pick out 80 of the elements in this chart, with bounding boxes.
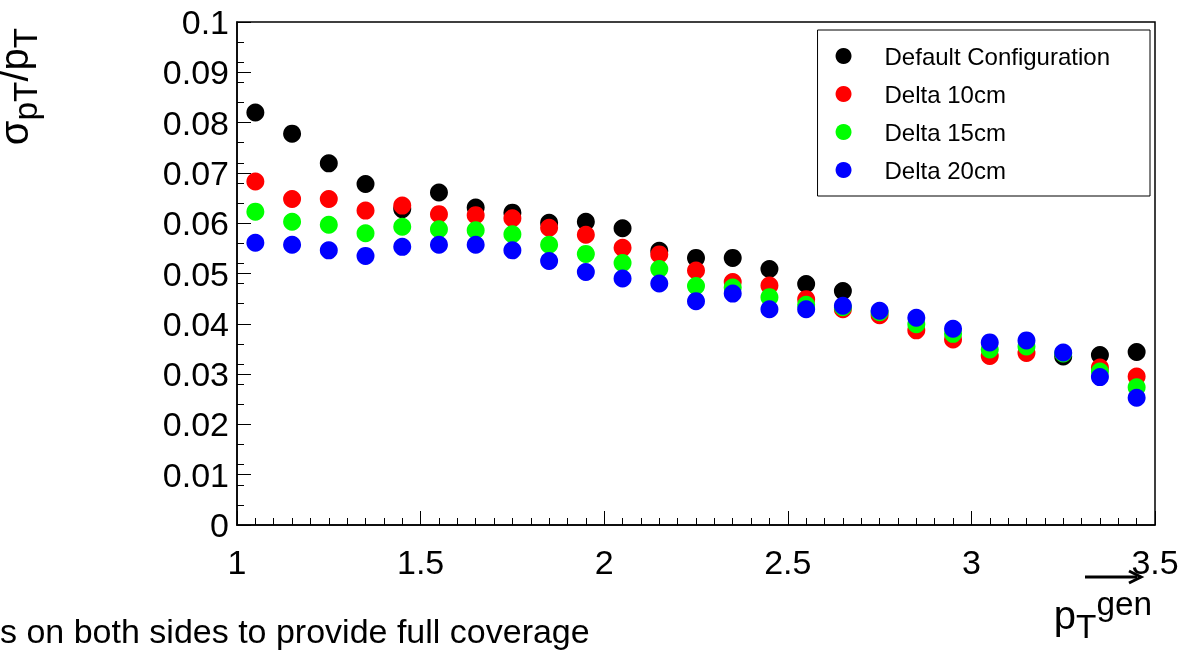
point [429, 205, 448, 224]
point [283, 124, 302, 143]
point [613, 269, 632, 288]
point [503, 209, 522, 228]
legend-label: Delta 20cm [884, 156, 1006, 184]
y-tick-label: 0.08 [162, 103, 229, 142]
y-tick-label: 0.05 [162, 254, 229, 293]
point [650, 259, 669, 278]
y-tick-label: 0.01 [162, 455, 229, 494]
point [540, 235, 559, 254]
point [429, 235, 448, 254]
point [319, 215, 338, 234]
point [980, 333, 999, 352]
point [246, 103, 265, 122]
point [319, 190, 338, 209]
point [356, 201, 375, 220]
point [613, 219, 632, 238]
point [650, 274, 669, 293]
x-tick-label: 2 [594, 543, 614, 581]
point [503, 225, 522, 244]
point [833, 282, 852, 301]
point [393, 237, 412, 256]
y-tick-label: 0.06 [162, 204, 229, 243]
y-tick-label: 0.04 [162, 304, 229, 343]
point [283, 212, 302, 231]
point [356, 224, 375, 243]
y-tick-label: 0.1 [181, 3, 229, 41]
point [503, 241, 522, 260]
y-tick-label: 0.03 [162, 355, 229, 394]
point [760, 259, 779, 278]
point [687, 261, 705, 280]
x-tick-label: 3 [961, 543, 981, 581]
x-tick-label: 2.5 [764, 543, 812, 581]
x-tick-label: 1.5 [396, 543, 445, 581]
point [466, 221, 485, 240]
text: s on both sides to provide full coverage [0, 612, 590, 651]
point [760, 300, 779, 319]
point [429, 220, 448, 239]
point [723, 248, 742, 267]
y-tick-label: 0.09 [162, 53, 229, 92]
point [613, 253, 632, 272]
point [1127, 342, 1146, 361]
point [907, 308, 926, 327]
x-tick-label: 3.5 [1131, 543, 1179, 581]
point [393, 196, 412, 215]
point [1127, 388, 1146, 407]
point [723, 284, 742, 303]
point [429, 183, 448, 202]
point [466, 235, 485, 254]
point [687, 292, 705, 311]
y-tick-label: 0.02 [162, 405, 229, 444]
legend-label: Delta 10cm [884, 80, 1006, 108]
point [319, 154, 338, 173]
point [1017, 331, 1036, 350]
point [1090, 368, 1109, 387]
point [797, 300, 816, 319]
point [576, 263, 595, 281]
point [246, 202, 265, 221]
point [246, 172, 265, 191]
point [246, 233, 265, 252]
legend-label: Delta 15cm [884, 118, 1006, 146]
point [944, 319, 963, 338]
point [540, 251, 559, 270]
point [576, 244, 595, 263]
point [687, 277, 705, 296]
y-tick-label: 0 [210, 506, 229, 544]
point [356, 174, 375, 193]
point [393, 217, 412, 236]
point [540, 218, 559, 237]
point [356, 246, 375, 265]
point [283, 190, 302, 209]
point [319, 241, 338, 260]
point [283, 235, 302, 254]
y-tick-label: 0.07 [162, 153, 229, 192]
point [797, 275, 816, 294]
point [613, 238, 632, 257]
x-tick-label: 1 [227, 543, 247, 581]
legend-label: Default Configuration [884, 42, 1110, 70]
point [576, 225, 595, 244]
point [466, 206, 485, 225]
